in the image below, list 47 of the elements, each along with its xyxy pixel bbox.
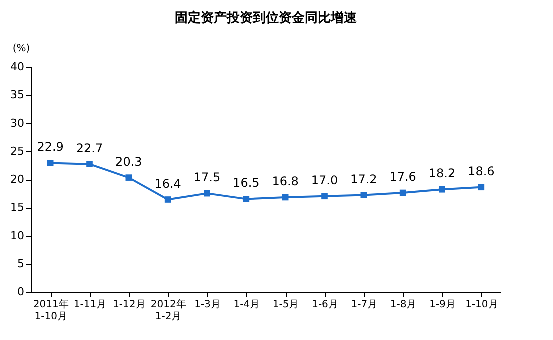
x-tick-label: 1-7月 xyxy=(351,300,378,310)
x-tick-label: 1-4月 xyxy=(234,300,260,310)
point xyxy=(126,174,132,181)
text: 17.5 xyxy=(194,170,221,185)
y-axis-title: (%) xyxy=(12,44,30,54)
x-tick-label: 1-3月 xyxy=(194,300,221,310)
point xyxy=(47,160,54,166)
x-tick-label: 1-5月 xyxy=(272,300,300,310)
point xyxy=(400,190,406,196)
x-tick-label: 2011年 1-10月 xyxy=(33,298,69,322)
text: 16.8 xyxy=(272,174,299,188)
point xyxy=(360,192,368,198)
chart-title: 固定资产投资到位资金同比增速 xyxy=(175,10,358,26)
y-tick-label: 20 xyxy=(10,173,24,186)
y-tick-label: 15 xyxy=(10,201,24,214)
text: 16.4 xyxy=(154,176,182,191)
y-tick-label: 10 xyxy=(10,229,24,242)
point xyxy=(322,193,328,200)
text: 22.9 xyxy=(37,140,64,154)
x-tick-label: 1-8月 xyxy=(390,300,417,310)
x-tick-label: 2012年 1-2月 xyxy=(150,298,186,322)
point xyxy=(204,190,210,197)
text: 17.0 xyxy=(311,173,338,188)
x-tick-label: 1-11月 xyxy=(74,300,107,310)
text: 16.5 xyxy=(233,176,260,190)
text: 18.6 xyxy=(468,164,495,178)
x-tick-label: 1-12月 xyxy=(113,300,146,310)
point xyxy=(282,194,289,201)
y-tick-label: 40 xyxy=(10,60,24,74)
y-tick-label: 30 xyxy=(10,116,24,130)
point xyxy=(439,186,446,193)
text: 17.6 xyxy=(390,170,416,184)
y-tick-label: 5 xyxy=(18,257,24,270)
text: 17.2 xyxy=(350,172,378,186)
text: 20.3 xyxy=(116,154,142,169)
y-tick-label: 35 xyxy=(10,88,24,102)
x-tick-label: 1-10月 xyxy=(466,300,498,310)
x-tick-label: 1-6月 xyxy=(312,300,338,310)
point xyxy=(86,161,93,168)
y-tick-label: 25 xyxy=(10,144,24,158)
y-tick-label: 0 xyxy=(18,286,24,298)
x-tick-label: 1-9月 xyxy=(430,300,456,310)
point xyxy=(164,196,172,203)
text: 22.7 xyxy=(76,141,104,156)
point xyxy=(478,184,485,191)
point xyxy=(243,196,250,202)
text: 18.2 xyxy=(428,166,456,181)
